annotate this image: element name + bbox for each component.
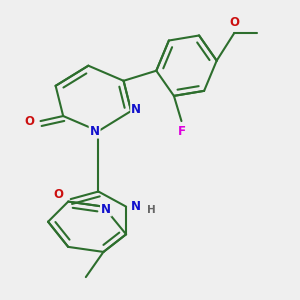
Text: O: O (24, 115, 34, 128)
Text: H: H (147, 206, 156, 215)
Text: N: N (131, 103, 141, 116)
Text: O: O (53, 188, 63, 200)
Text: N: N (101, 202, 111, 216)
Text: N: N (90, 124, 100, 138)
Text: N: N (131, 200, 141, 213)
Text: O: O (229, 16, 239, 29)
Text: F: F (178, 124, 185, 138)
